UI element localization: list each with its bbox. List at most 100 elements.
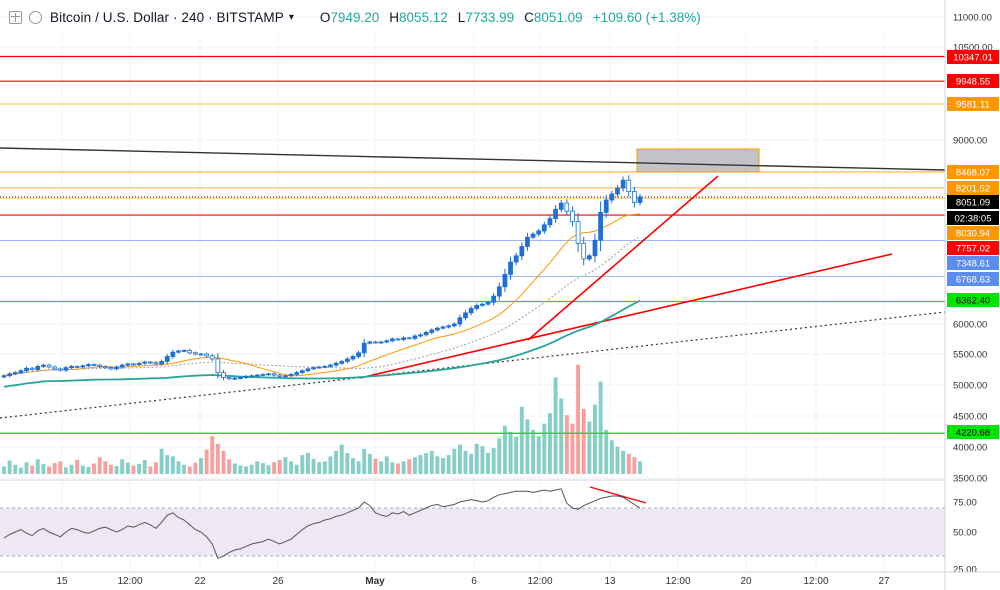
candle-body bbox=[238, 377, 243, 379]
volume-bar bbox=[373, 458, 378, 474]
price-label: 8468.07 bbox=[956, 168, 990, 179]
x-tick-label: 6 bbox=[471, 576, 477, 587]
volume-bar bbox=[429, 450, 434, 474]
x-tick-label: May bbox=[365, 576, 385, 587]
black-trendline bbox=[0, 147, 946, 171]
close-value: 8051.09 bbox=[533, 9, 583, 25]
volume-bar bbox=[277, 460, 282, 474]
volume-bar bbox=[41, 463, 46, 474]
chevron-down-icon[interactable]: ▾ bbox=[288, 11, 294, 23]
volume-bar bbox=[187, 466, 192, 474]
x-tick-label: 27 bbox=[878, 576, 890, 587]
horizontal-price-lines bbox=[0, 55, 945, 434]
x-tick-label: 13 bbox=[604, 576, 616, 587]
y-tick-label: 4500.00 bbox=[953, 412, 987, 423]
candle-body bbox=[305, 368, 311, 372]
candle-body bbox=[316, 366, 322, 369]
volume-bar bbox=[80, 465, 85, 474]
price-label: 9948.55 bbox=[956, 77, 990, 88]
volume-bar bbox=[542, 423, 547, 474]
volume-bar bbox=[390, 462, 395, 474]
candle-body bbox=[7, 373, 12, 377]
candle-body bbox=[232, 377, 238, 380]
volume-bar bbox=[142, 460, 147, 474]
volume-bar bbox=[97, 457, 102, 474]
volume-bar bbox=[305, 453, 310, 474]
candle-body bbox=[418, 334, 423, 337]
time-axis[interactable]: 15 12:00 22 26 May 6 12:00 13 12:00 20 12:00 27 bbox=[0, 571, 1000, 587]
volume-bar bbox=[75, 459, 80, 474]
volume-bar bbox=[598, 381, 603, 474]
candle-body bbox=[29, 367, 35, 370]
price-label: 8030.94 bbox=[956, 229, 990, 240]
volume-bar bbox=[13, 464, 18, 474]
volume-bar bbox=[114, 466, 119, 474]
candle-body bbox=[530, 233, 536, 238]
volume-bar bbox=[322, 461, 327, 474]
volume-bar bbox=[334, 450, 339, 474]
volume-bar bbox=[108, 464, 113, 474]
candle-body bbox=[637, 196, 643, 203]
symbol-title[interactable]: Bitcoin / U.S. Dollar · 240 · BITSTAMP bbox=[50, 9, 284, 25]
high-value: 8055.12 bbox=[398, 9, 448, 25]
volume-bar bbox=[519, 406, 524, 474]
volume-bar bbox=[384, 456, 389, 474]
candle-body bbox=[536, 230, 542, 235]
candle-body bbox=[491, 295, 497, 303]
price-axis[interactable]: 11000.00 10500.00 9000.00 6000.00 5500.00 500… bbox=[944, 0, 1000, 590]
candle-body bbox=[254, 374, 260, 377]
candle-body bbox=[277, 374, 283, 377]
candle-body bbox=[260, 374, 266, 376]
candle-body bbox=[519, 246, 525, 257]
candle-body bbox=[114, 366, 119, 370]
expand-icon[interactable] bbox=[9, 10, 22, 24]
red-trendline-upper bbox=[527, 175, 719, 341]
candle-body bbox=[451, 323, 457, 327]
candle-body bbox=[564, 202, 570, 212]
candle-body bbox=[356, 352, 361, 357]
volume-bar bbox=[632, 457, 637, 474]
volume-bar bbox=[587, 421, 592, 474]
volume-bar bbox=[2, 466, 6, 474]
volume-bar bbox=[103, 461, 108, 474]
candle-body bbox=[586, 255, 592, 260]
candle-body bbox=[102, 365, 108, 369]
volume-bar bbox=[58, 461, 63, 474]
candle-body bbox=[311, 367, 316, 370]
ma-long bbox=[3, 299, 641, 388]
rsi-pane bbox=[0, 479, 1000, 560]
rsi-band bbox=[0, 508, 945, 556]
low-key: L bbox=[457, 9, 466, 25]
volume-bar bbox=[47, 466, 51, 474]
volume-bar bbox=[120, 459, 125, 474]
candle-body bbox=[164, 356, 170, 362]
candle-body bbox=[198, 353, 204, 356]
volume-bar bbox=[24, 462, 29, 474]
volume-bar bbox=[486, 453, 491, 474]
y-tick-label: 5500.00 bbox=[953, 350, 987, 361]
candle-body bbox=[74, 365, 80, 368]
price-label-bg bbox=[947, 272, 999, 286]
candle-body bbox=[288, 374, 294, 377]
candle-body bbox=[344, 358, 350, 362]
candle-body bbox=[192, 352, 198, 355]
candle-body bbox=[350, 356, 356, 360]
settings-icon[interactable] bbox=[29, 10, 42, 24]
trend-drawings bbox=[0, 147, 946, 504]
volume-bar bbox=[69, 464, 74, 474]
volume-bar bbox=[345, 453, 350, 474]
candle-body bbox=[468, 308, 474, 314]
volume-bar bbox=[238, 465, 243, 474]
candle-body bbox=[435, 327, 440, 331]
candle-body bbox=[86, 364, 91, 367]
volume-bar bbox=[317, 462, 322, 474]
volume-bar bbox=[260, 463, 265, 474]
candle-body bbox=[46, 364, 52, 368]
volume-bar bbox=[227, 459, 232, 474]
volume-bar bbox=[474, 443, 479, 474]
candle-body bbox=[513, 255, 519, 263]
candle-body bbox=[603, 199, 609, 213]
candle-body bbox=[328, 364, 333, 367]
candle-body bbox=[333, 362, 339, 366]
low-value: 7733.99 bbox=[465, 9, 515, 25]
